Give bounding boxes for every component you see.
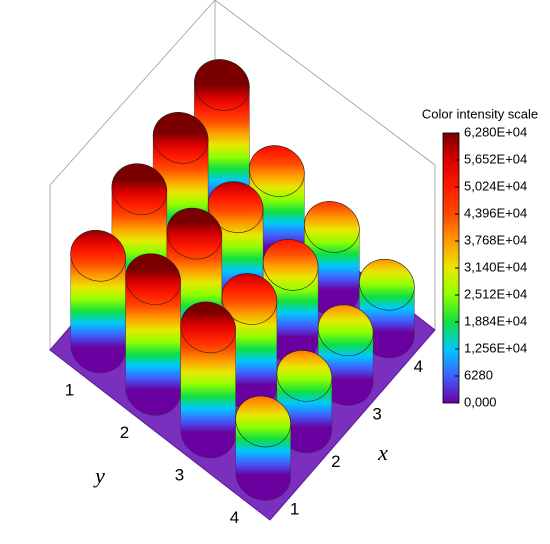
colorbar-tick-label: 0,000: [464, 394, 497, 409]
x-tick-label: 4: [414, 357, 423, 376]
pillar: [70, 230, 126, 374]
colorbar-tick-label: 3,140E+04: [464, 259, 527, 274]
colorbar-tick-label: 1,256E+04: [464, 340, 527, 355]
y-tick-label: 2: [120, 423, 129, 442]
pillar: [180, 301, 236, 459]
colorbar-tick-label: 5,652E+04: [464, 151, 527, 166]
pillar-top: [359, 258, 415, 311]
colorbar-tick-label: 6,280E+04: [464, 124, 527, 139]
box-edge: [49, 0, 436, 350]
pillar-top: [111, 163, 168, 215]
pillar-top: [276, 350, 333, 402]
x-tick-label: 3: [372, 405, 381, 424]
colorbar-tick-label: 4,396E+04: [464, 205, 527, 220]
colorbar-tick-label: 5,024E+04: [464, 178, 527, 193]
y-tick-label: 1: [65, 381, 74, 400]
y-axis-title: y: [93, 463, 105, 488]
pillar-top: [166, 207, 223, 260]
colorbar-title: Color intensity scale: [422, 106, 538, 121]
pillar: [125, 253, 181, 416]
pillar-top: [235, 395, 291, 448]
colorbar-tick-label: 1,884E+04: [464, 313, 527, 328]
pillar-top: [70, 230, 126, 282]
colorbar-tick-label: 6280: [464, 367, 493, 382]
colorbar-tick-label: 2,512E+04: [464, 286, 527, 301]
colorbar-tick-label: 3,768E+04: [464, 232, 527, 247]
pillar: [262, 239, 319, 364]
pillar-top: [125, 253, 181, 305]
pillar-top: [249, 145, 305, 197]
pillar-top: [180, 301, 236, 354]
x-tick-label: 1: [290, 500, 299, 519]
pillar-top: [262, 239, 319, 291]
x-axis-title: x: [377, 440, 388, 465]
pillars: [70, 59, 415, 501]
y-tick-label: 3: [175, 466, 184, 485]
pillar-top: [152, 112, 209, 164]
pillar: [235, 395, 291, 501]
pillar-top: [317, 304, 374, 357]
pillar-top: [194, 59, 250, 111]
y-tick-label: 4: [230, 508, 239, 527]
pillar-top: [304, 201, 360, 253]
x-tick-label: 2: [331, 452, 340, 471]
